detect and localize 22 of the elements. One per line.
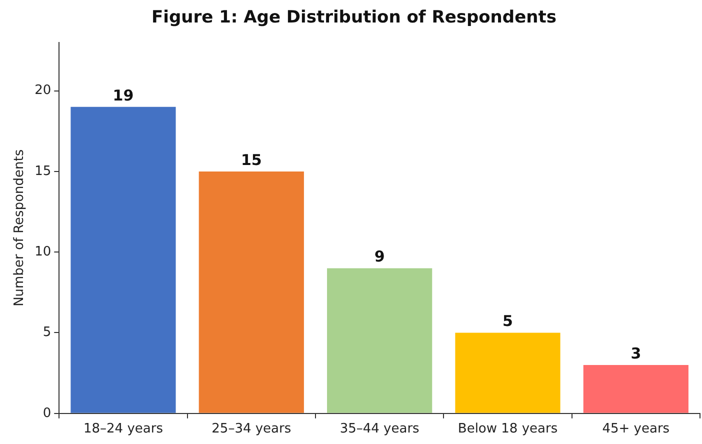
bar <box>327 268 432 413</box>
data-label: 9 <box>374 248 385 266</box>
x-tick-label: 25–34 years <box>212 422 292 437</box>
y-tick-label: 0 <box>42 406 52 421</box>
data-label: 15 <box>240 150 262 169</box>
chart-title: Figure 1: Age Distribution of Respondents <box>152 8 556 28</box>
x-tick-label: 35–44 years <box>340 422 420 437</box>
x-tick-label: 18–24 years <box>83 422 164 437</box>
data-label: 3 <box>630 344 642 362</box>
x-tick-label: 45+ years <box>602 422 670 437</box>
bar <box>455 332 560 413</box>
data-label: 19 <box>112 86 134 104</box>
bar <box>70 106 176 413</box>
y-tick-label: 20 <box>34 83 52 98</box>
y-tick-label: 10 <box>34 244 52 260</box>
data-label: 5 <box>502 312 513 330</box>
bar <box>198 171 304 413</box>
y-axis-title: Number of Respondents <box>12 149 28 306</box>
bar <box>583 365 688 413</box>
y-tick-label: 5 <box>42 325 52 340</box>
x-tick-label: Below 18 years <box>458 422 558 437</box>
y-tick-label: 15 <box>34 164 52 179</box>
